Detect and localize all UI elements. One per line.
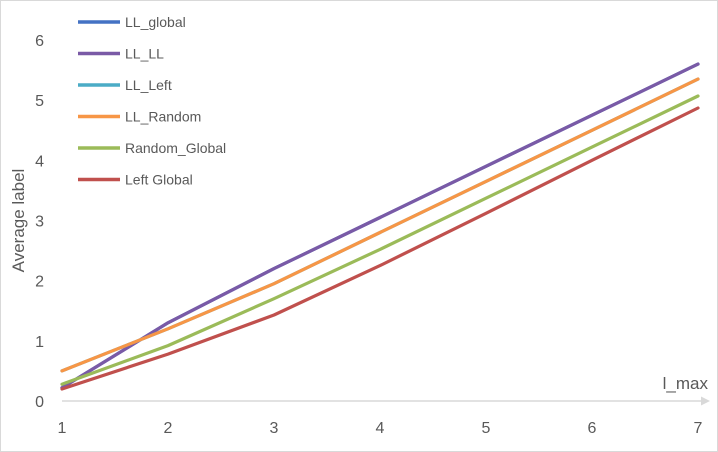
legend-label: LL_LL xyxy=(125,46,164,62)
series-line-random-global xyxy=(60,94,700,386)
y-axis-title: Average label xyxy=(9,169,28,273)
x-axis-arrow xyxy=(701,396,710,406)
legend-label: Left Global xyxy=(125,172,193,188)
y-tick-label: 2 xyxy=(35,274,44,291)
legend-label: LL_Left xyxy=(125,77,172,93)
y-tick-label: 1 xyxy=(35,334,44,351)
y-tick-label: 0 xyxy=(35,394,44,411)
legend: LL_global LL_LL LL_Left LL_Random Random_Glo… xyxy=(78,14,226,188)
y-tick-label: 4 xyxy=(35,153,44,170)
x-tick-label: 7 xyxy=(694,420,703,437)
x-tick-label: 1 xyxy=(58,420,67,437)
series-line-left-global xyxy=(60,106,700,391)
legend-label: Random_Global xyxy=(125,140,226,156)
series-lines xyxy=(60,62,700,391)
legend-label: LL_global xyxy=(125,14,186,30)
legend-label: LL_Random xyxy=(125,109,201,125)
x-tick-label: 6 xyxy=(588,420,597,437)
y-tick-label: 6 xyxy=(35,33,44,50)
x-tick-label: 4 xyxy=(376,420,385,437)
series-line-ll-ll xyxy=(60,62,700,390)
y-tick-label: 3 xyxy=(35,214,44,231)
series-line-ll-random xyxy=(60,77,700,373)
x-axis-title: l_max xyxy=(663,374,709,393)
y-tick-label: 5 xyxy=(35,93,44,110)
x-tick-label: 2 xyxy=(164,420,173,437)
x-tick-label: 5 xyxy=(482,420,491,437)
x-tick-label: 3 xyxy=(270,420,279,437)
axes xyxy=(62,396,710,406)
